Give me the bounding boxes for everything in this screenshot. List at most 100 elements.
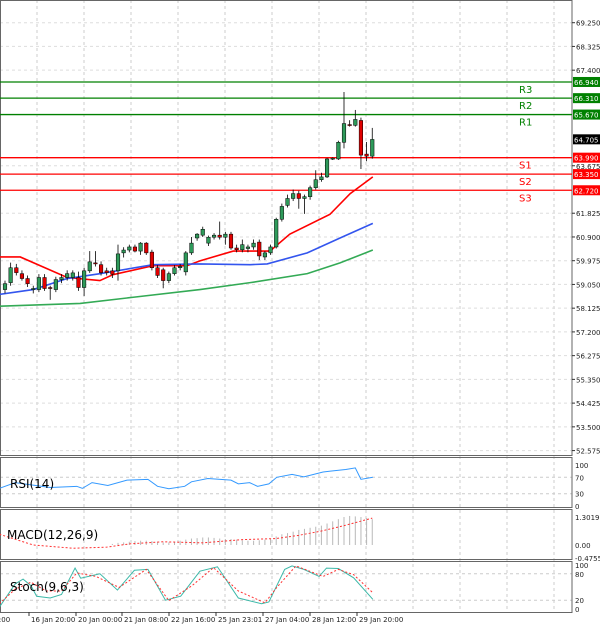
level-label-s2: S2 [519,177,532,188]
candle [347,124,352,126]
candle [104,270,109,273]
macd-tick-label: 0.00 [575,542,591,550]
level-price-tag [573,93,600,104]
level-price-label: 63.350 [574,171,599,179]
level-label-r3: R3 [519,85,532,96]
stoch-tick-label: 20 [575,597,584,605]
level-price-tag [573,109,600,120]
grid [0,0,572,612]
rsi-line [0,467,373,490]
price-tick-label: 60.900 [576,234,600,242]
candle [370,139,375,157]
candles [2,91,375,300]
candle [87,261,92,272]
stoch-tick-label: 80 [575,571,584,579]
rsi-tick-label: 70 [575,474,584,482]
candle [319,176,324,180]
price-tick-label: 56.275 [576,353,600,361]
price-tick-label: 58.125 [576,305,600,313]
panel-frame [0,0,573,456]
time-tick-label: 16 Jan 20:00 [31,616,75,624]
candle [161,269,166,281]
candle [70,272,75,278]
time-tick-label: 25 Jan 23:01 [218,616,262,624]
panel-frames [0,0,573,613]
candle [353,119,358,126]
rsi-tick-label: 30 [575,491,584,499]
candle [228,233,234,249]
candle [19,273,24,279]
price-tick-label: 53.500 [576,424,600,432]
macd-tick-label: 1.3019 [575,514,600,522]
time-tick-label: 28 Jan 12:00 [312,616,356,624]
candle [36,277,41,290]
candle [166,273,171,281]
candle [14,267,19,273]
candle [59,277,64,280]
candle [132,246,137,252]
stoch-tick-label: 100 [575,562,588,570]
level-price-tag [573,185,600,196]
candle [313,179,318,188]
candle [341,123,347,143]
candle [183,252,188,273]
price-tick-label: 55.350 [576,376,600,384]
stoch-tick-label: 0 [575,606,579,614]
candle [8,267,13,283]
candle [240,244,245,251]
candle [82,270,87,288]
candle [195,233,200,239]
candle [212,234,217,238]
rsi-label: RSI(14) [10,477,54,491]
candle [330,157,335,160]
stoch-signal-line [0,565,374,604]
level-price-label: 63.990 [574,155,599,163]
candle [358,120,363,156]
candle [274,219,279,248]
level-price-label: 66.940 [574,79,599,87]
level-label-s1: S1 [519,161,532,172]
level-label-r2: R2 [519,101,532,112]
candle [308,187,313,197]
level-label-r1: R1 [519,118,532,129]
candle [127,246,132,251]
candle [2,283,8,290]
candle [115,253,121,272]
candle [65,273,70,278]
price-tick-label: 67.400 [576,67,600,75]
time-tick-label: 29 Jan 20:00 [359,616,403,624]
price-tick-label: 68.325 [576,43,600,51]
candle [48,287,53,289]
macd-tick-label: -0.4755 [575,555,600,563]
candle [99,264,104,273]
price-tick-label: 59.975 [576,258,600,266]
candle [144,242,149,254]
candle [302,196,307,199]
current-price-label: 64.705 [574,136,599,144]
candle [223,233,228,238]
candle [110,270,115,275]
level-price-tag [573,76,600,87]
candle [172,267,177,274]
candle [200,229,205,236]
level-price-tag [573,152,600,163]
candle [155,267,160,276]
candle [279,206,284,220]
candle [336,142,341,160]
panel-frame [0,561,573,613]
price-tick-label: 69.250 [576,20,600,28]
price-tick-label: 57.200 [576,329,600,337]
candle [121,249,126,254]
macd-signal-line [0,517,373,549]
level-price-tag [573,169,600,180]
candle [234,247,239,251]
candle [189,242,194,254]
candle [257,241,262,257]
time-tick-label: 20 Jan 00:00 [78,616,122,624]
price-tick-label: 52.575 [576,448,600,456]
candle [93,262,98,265]
candle [245,246,250,249]
macd-label: MACD(12,26,9) [7,528,98,542]
candle [291,193,296,199]
